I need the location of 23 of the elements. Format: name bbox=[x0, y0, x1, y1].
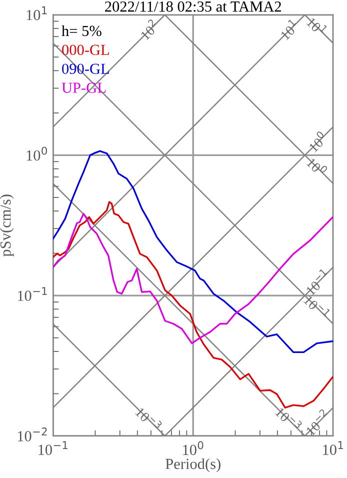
annotation: h= 5% bbox=[62, 25, 102, 36]
text: 000-GL bbox=[62, 44, 109, 56]
y-tick-label: 10$^{−1}$ bbox=[18, 287, 47, 301]
chart-title: 2022/11/18 02:35 at TAMA2 bbox=[105, 1, 281, 12]
text: 10$^{0}$ bbox=[306, 155, 328, 178]
text: 10$^{0}$ bbox=[306, 130, 328, 152]
x-tick-label: 10$^{1}$ bbox=[323, 441, 343, 455]
text: 10$^{1}$ bbox=[278, 18, 300, 40]
text: 10$^{1}$ bbox=[306, 14, 328, 37]
text: UP-GL bbox=[62, 82, 106, 93]
text: 10$^{2}$ bbox=[138, 18, 160, 40]
x-tick-label: 10$^{−1}$ bbox=[38, 441, 68, 455]
x-tick-label: 10$^{0}$ bbox=[183, 441, 204, 456]
text: 10$^{−1}$ bbox=[303, 268, 331, 296]
text: 090-GL bbox=[62, 64, 109, 74]
x-axis-title: Period(s) bbox=[166, 458, 220, 472]
text: 10$^{−3}$ bbox=[275, 404, 303, 432]
y-axis-title: pSv(cm/s) bbox=[0, 194, 14, 257]
y-tick-label: 10$^{1}$ bbox=[26, 6, 47, 20]
y-tick-label: 10$^{−2}$ bbox=[18, 427, 47, 442]
y-tick-label: 10$^{0}$ bbox=[26, 146, 47, 161]
text: 10$^{−3}$ bbox=[135, 404, 163, 432]
text: 10$^{−2}$ bbox=[303, 408, 331, 436]
